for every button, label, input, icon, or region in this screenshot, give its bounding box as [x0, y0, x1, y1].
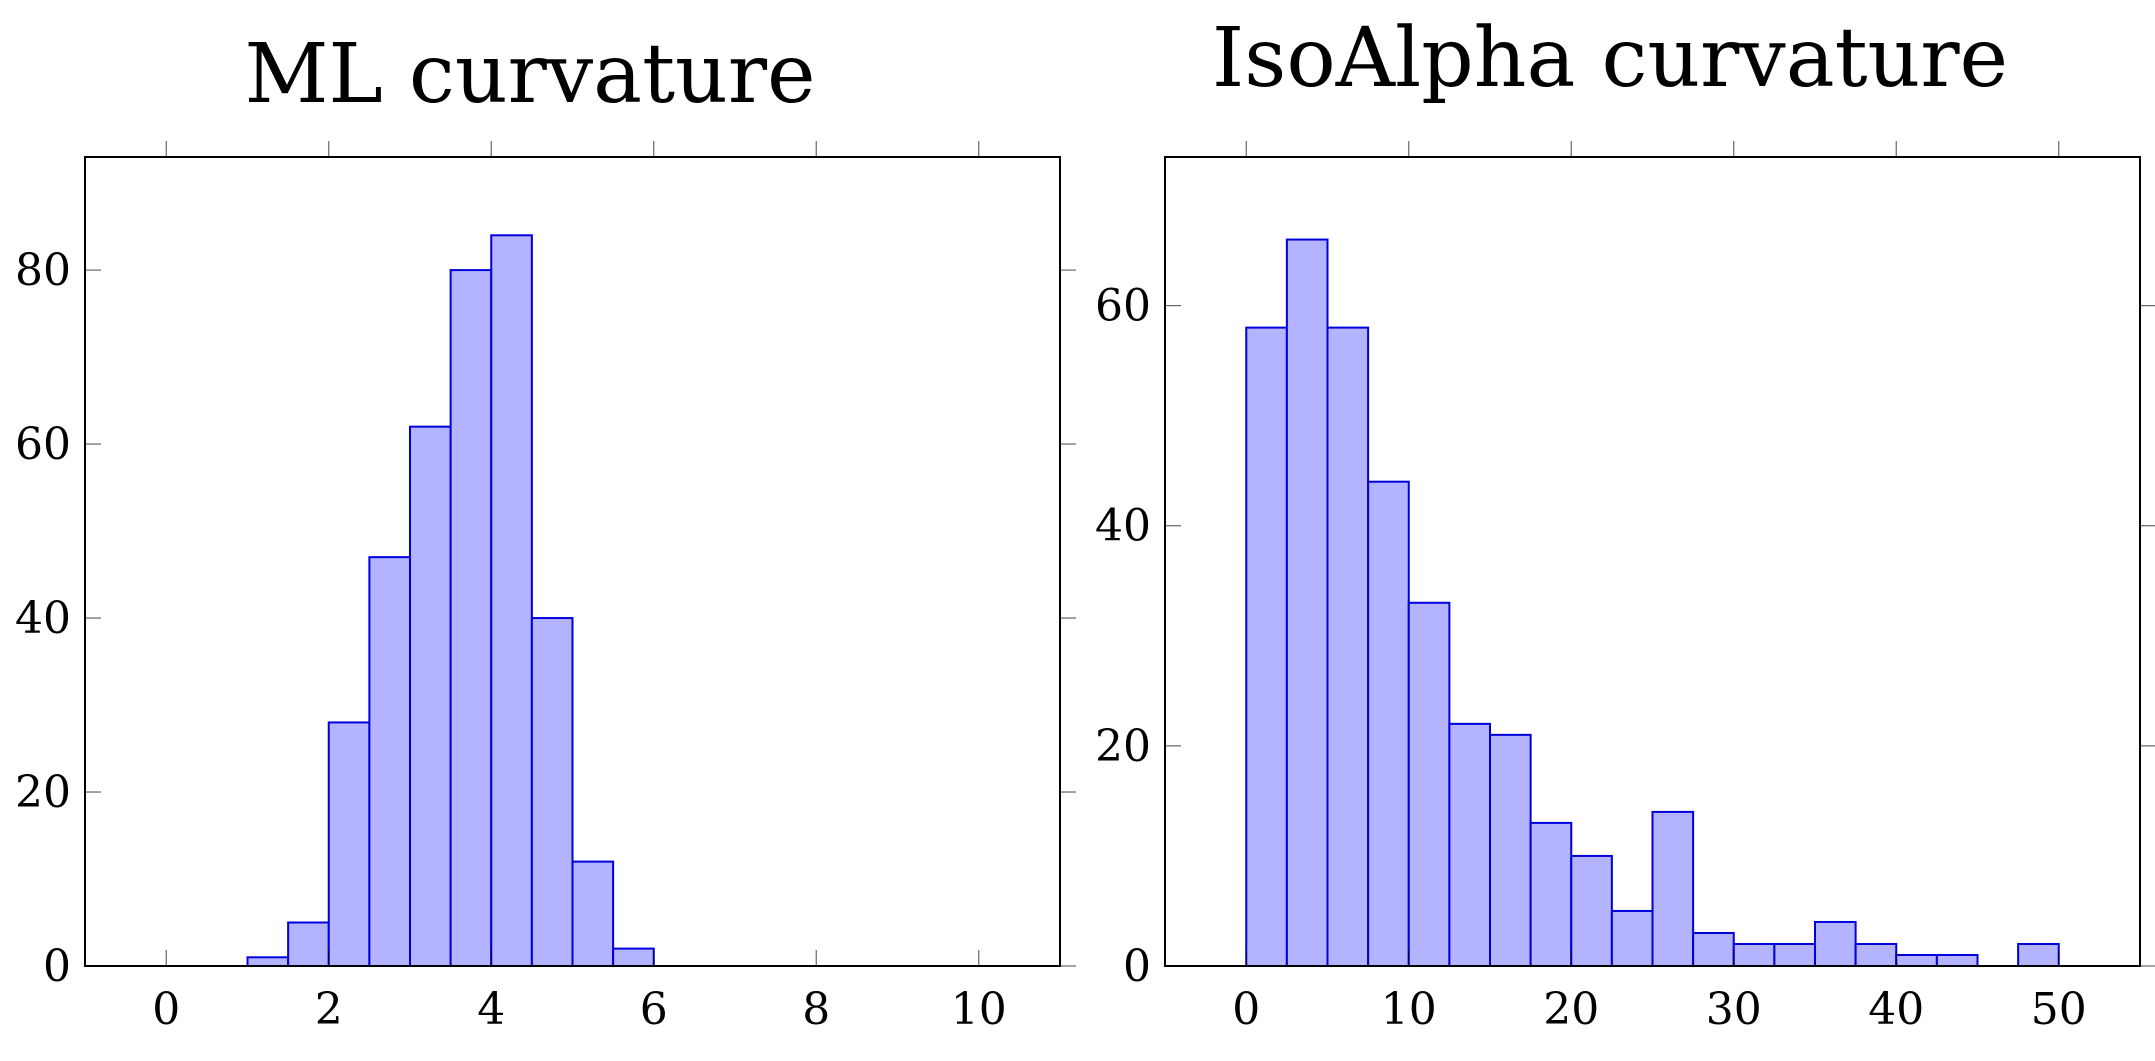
- y-tick-label: 40: [1095, 501, 1151, 552]
- histogram-bar: [246, 956, 290, 968]
- histogram-bar: [1773, 942, 1816, 967]
- x-tick-label: 4: [477, 984, 505, 1035]
- histogram-bar: [449, 269, 493, 968]
- histogram-bar: [1367, 480, 1410, 967]
- y-axis: 0 20 40 60: [1095, 281, 2155, 992]
- histogram-bar: [1326, 326, 1370, 967]
- x-tick-label: 2: [315, 984, 343, 1035]
- histogram-bar: [490, 234, 533, 967]
- y-tick-label: 20: [15, 767, 71, 818]
- histogram-bar: [1895, 953, 1938, 968]
- plot-frame: [1164, 156, 2141, 967]
- x-tick-label: 0: [1232, 984, 1260, 1035]
- y-tick-label: 0: [1123, 941, 1151, 992]
- y-tick-label: 40: [15, 593, 71, 644]
- y-tick-label: 60: [1095, 281, 1151, 332]
- y-tick-label: 60: [15, 419, 71, 470]
- histogram-bar: [1448, 722, 1491, 967]
- y-tick-label: 80: [15, 245, 71, 296]
- x-axis: 0 10 20 30 40 50: [1232, 141, 2087, 1035]
- ml-curvature-chart: ML curvature 0 2 4 6 8 10 0 20 40 60 80: [15, 27, 1076, 1035]
- x-tick-label: 10: [1381, 984, 1437, 1035]
- histogram-bar: [1854, 942, 1898, 967]
- plot-frame: [84, 156, 1061, 967]
- x-tick-label: 0: [152, 984, 180, 1035]
- histogram-bar: [1570, 854, 1613, 967]
- histogram-bar: [612, 947, 655, 968]
- x-tick-label: 8: [802, 984, 830, 1035]
- histogram-bar: [1732, 942, 1776, 967]
- histogram-bar: [571, 860, 615, 968]
- histogram-bar: [2017, 942, 2060, 967]
- histogram-bar: [287, 921, 330, 967]
- histogram-bar: [1407, 601, 1451, 967]
- x-tick-label: 6: [640, 984, 668, 1035]
- histogram-bar: [1935, 953, 1979, 968]
- histogram-bar: [409, 425, 452, 967]
- histogram-bars: [1245, 238, 2060, 968]
- chart-title: IsoAlpha curvature: [1212, 11, 2008, 106]
- chart-title: ML curvature: [244, 27, 815, 122]
- histogram-bar: [1489, 733, 1532, 967]
- histogram-bar: [1529, 821, 1573, 967]
- y-tick-label: 0: [43, 941, 71, 992]
- x-tick-label: 10: [951, 984, 1007, 1035]
- histogram-bar: [530, 617, 574, 968]
- x-tick-label: 20: [1543, 984, 1599, 1035]
- isoalpha-curvature-chart: IsoAlpha curvature 0 10 20 30 40 50 0 20 40 60: [1095, 11, 2155, 1035]
- x-axis: 0 2 4 6 8 10: [152, 141, 1007, 1035]
- histogram-bar: [327, 721, 371, 967]
- x-tick-label: 40: [1868, 984, 1924, 1035]
- histogram-bar: [368, 556, 411, 967]
- x-tick-label: 30: [1706, 984, 1762, 1035]
- histogram-bar: [1814, 920, 1857, 967]
- histogram-bar: [1245, 326, 1288, 967]
- histogram-bar: [1610, 909, 1654, 968]
- histogram-bars: [166, 234, 979, 968]
- histogram-bar: [1651, 810, 1695, 968]
- y-axis: 0 20 40 60 80: [15, 245, 1076, 992]
- histogram-bar: [1692, 931, 1735, 968]
- histogram-bar: [1285, 238, 1329, 967]
- x-tick-label: 50: [2031, 984, 2087, 1035]
- y-tick-label: 20: [1095, 721, 1151, 772]
